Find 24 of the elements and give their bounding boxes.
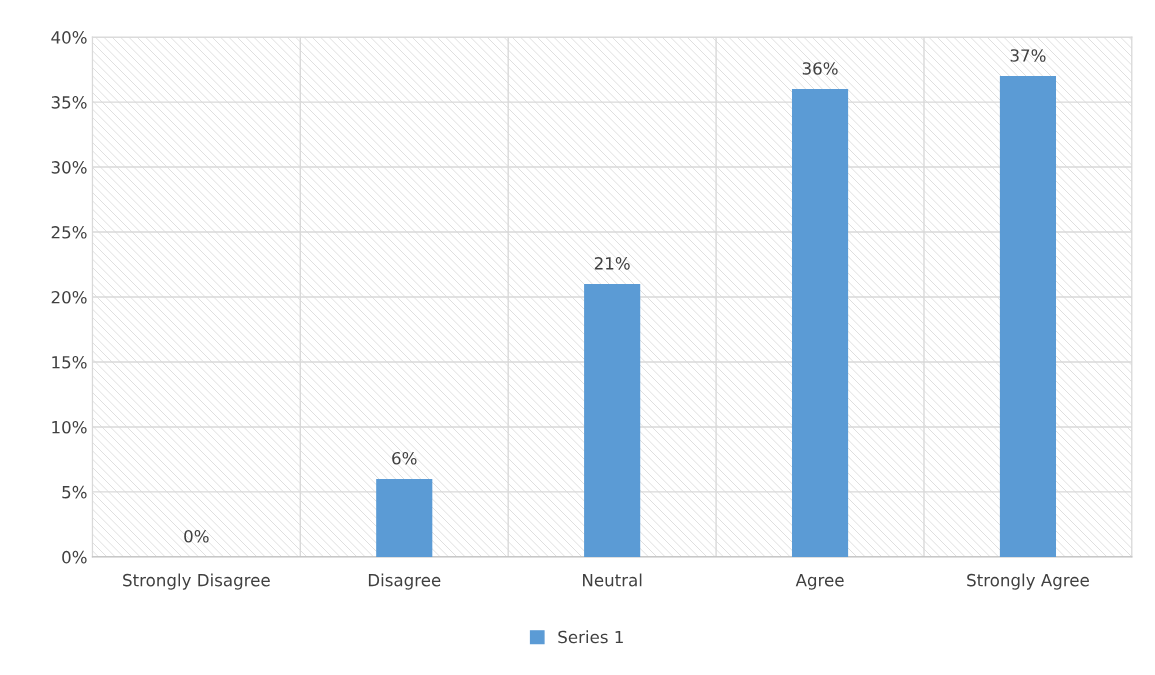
y-tick-label: 15% xyxy=(52,355,87,369)
y-tick-label: 20% xyxy=(51,290,87,304)
data-label: 37% xyxy=(1010,49,1046,62)
y-tick-label: 40% xyxy=(51,31,87,44)
bar xyxy=(584,284,641,557)
x-tick-label: Disagree xyxy=(368,573,441,590)
y-tick-label: 5% xyxy=(62,485,87,499)
y-tick-label: 10% xyxy=(52,420,87,434)
bar xyxy=(376,478,433,557)
data-label: 0% xyxy=(184,529,209,543)
bar xyxy=(791,89,849,557)
data-label: 6% xyxy=(392,451,417,465)
x-tick-label: Strongly Disagree xyxy=(123,573,270,590)
y-tick-label: 25% xyxy=(51,225,87,239)
y-tick-label: 35% xyxy=(51,96,87,109)
y-tick-label: 30% xyxy=(51,161,87,174)
x-tick-label: Strongly Agree xyxy=(967,573,1089,590)
data-label: 36% xyxy=(802,62,838,75)
x-tick-label: Neutral xyxy=(583,573,642,587)
x-tick-label: Agree xyxy=(795,574,844,590)
data-label: 21% xyxy=(594,257,630,270)
y-tick-label: 0% xyxy=(62,550,87,564)
bar xyxy=(999,76,1057,557)
legend-label: Series 1 xyxy=(558,630,623,644)
